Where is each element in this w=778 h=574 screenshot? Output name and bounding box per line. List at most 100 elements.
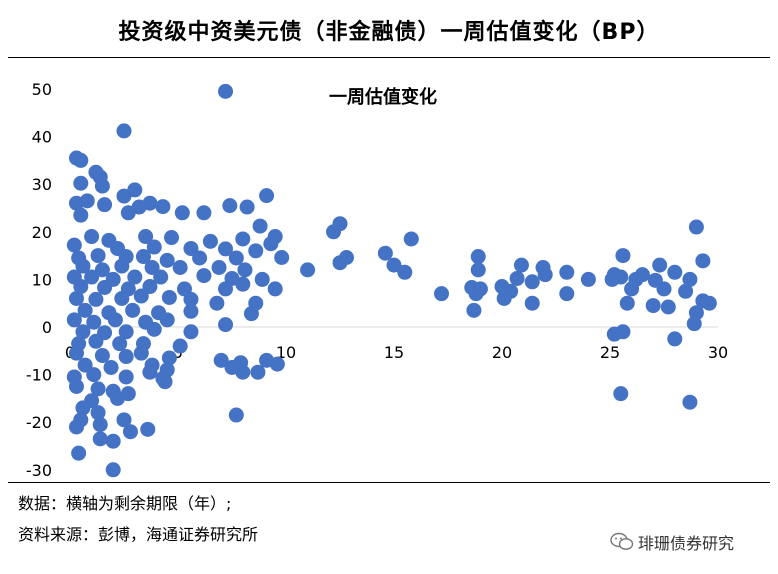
- y-tick-label: 30: [32, 175, 52, 194]
- data-point: [140, 421, 156, 437]
- data-point: [196, 205, 212, 221]
- data-point: [122, 424, 138, 440]
- data-point: [259, 188, 275, 204]
- chart-title: 一周估值变化: [329, 86, 437, 108]
- data-point: [174, 205, 190, 221]
- data-point: [237, 262, 253, 278]
- data-point: [513, 257, 529, 273]
- y-tick-label: 0: [42, 318, 52, 337]
- data-point: [222, 198, 238, 214]
- data-point: [68, 195, 84, 211]
- data-point: [125, 302, 141, 318]
- data-point: [213, 352, 229, 368]
- data-point: [470, 249, 486, 265]
- data-point: [254, 271, 270, 287]
- data-point: [269, 356, 285, 372]
- page-title: 投资级中资美元债（非金融债）一周估值变化（BP）: [118, 20, 660, 45]
- data-point: [88, 291, 104, 307]
- y-tick-label: 20: [32, 223, 52, 242]
- data-point: [77, 357, 93, 373]
- axis-note: 数据：横轴为剩余期限（年）;: [18, 494, 232, 513]
- data-point: [386, 257, 402, 273]
- data-point: [142, 364, 158, 380]
- data-point: [613, 269, 629, 285]
- data-point: [172, 338, 188, 354]
- data-point: [118, 369, 134, 385]
- data-point: [624, 281, 640, 297]
- data-point: [332, 255, 348, 271]
- data-point: [686, 316, 702, 332]
- data-point: [192, 250, 208, 266]
- data-point: [159, 252, 175, 268]
- data-point: [84, 229, 100, 245]
- data-point: [114, 258, 130, 274]
- data-point: [88, 333, 104, 349]
- data-point: [114, 290, 130, 306]
- data-point: [678, 283, 694, 299]
- y-tick-label: -20: [26, 413, 52, 432]
- y-tick-label: -30: [26, 461, 52, 480]
- data-point: [77, 302, 93, 318]
- data-point: [94, 262, 110, 278]
- wechat-icon: [610, 532, 634, 550]
- data-point: [615, 324, 631, 340]
- data-point: [159, 312, 175, 328]
- data-point: [71, 445, 87, 461]
- data-point: [94, 348, 110, 364]
- data-point: [559, 264, 575, 280]
- data-point: [652, 257, 668, 273]
- data-point: [252, 218, 268, 234]
- data-point: [235, 231, 251, 247]
- data-point: [326, 224, 342, 240]
- data-point: [142, 279, 158, 295]
- data-point: [84, 269, 100, 285]
- bottom-divider: [8, 482, 770, 483]
- data-point: [90, 248, 106, 264]
- data-point: [92, 431, 108, 447]
- data-point: [202, 233, 218, 249]
- data-point: [701, 295, 717, 311]
- data-point: [235, 276, 251, 292]
- data-point: [434, 286, 450, 302]
- watermark-text: 琲珊债券研究: [638, 534, 735, 553]
- data-point: [86, 314, 102, 330]
- data-point: [133, 288, 149, 304]
- data-point: [105, 462, 121, 478]
- data-point: [667, 264, 683, 280]
- data-point: [183, 291, 199, 307]
- data-point: [68, 345, 84, 361]
- data-point: [228, 250, 244, 266]
- data-point: [75, 400, 91, 416]
- data-point: [146, 321, 162, 337]
- data-point: [183, 303, 199, 319]
- data-point: [90, 381, 106, 397]
- data-point: [97, 279, 113, 295]
- data-point: [466, 302, 482, 318]
- data-point: [267, 281, 283, 297]
- data-point: [688, 219, 704, 235]
- data-point: [66, 237, 82, 253]
- data-point: [138, 229, 154, 245]
- x-tick-label: 10: [276, 343, 296, 362]
- data-point: [218, 83, 234, 99]
- data-points: [66, 83, 717, 478]
- y-axis-ticks: 50 40 30 20 10 0 -10 -20 -30: [26, 80, 52, 480]
- data-point: [660, 299, 676, 315]
- data-point: [161, 289, 177, 305]
- data-point: [228, 407, 244, 423]
- data-point: [524, 274, 540, 290]
- x-tick-label: 15: [384, 343, 404, 362]
- data-point: [66, 312, 82, 328]
- data-point: [250, 364, 266, 380]
- data-point: [75, 258, 91, 274]
- data-point: [537, 267, 553, 283]
- data-point: [133, 345, 149, 361]
- data-point: [73, 279, 89, 295]
- data-point: [120, 205, 136, 221]
- data-point: [68, 419, 84, 435]
- data-point: [118, 349, 134, 365]
- data-point: [243, 306, 259, 322]
- data-point: [116, 412, 132, 428]
- data-point: [239, 199, 255, 215]
